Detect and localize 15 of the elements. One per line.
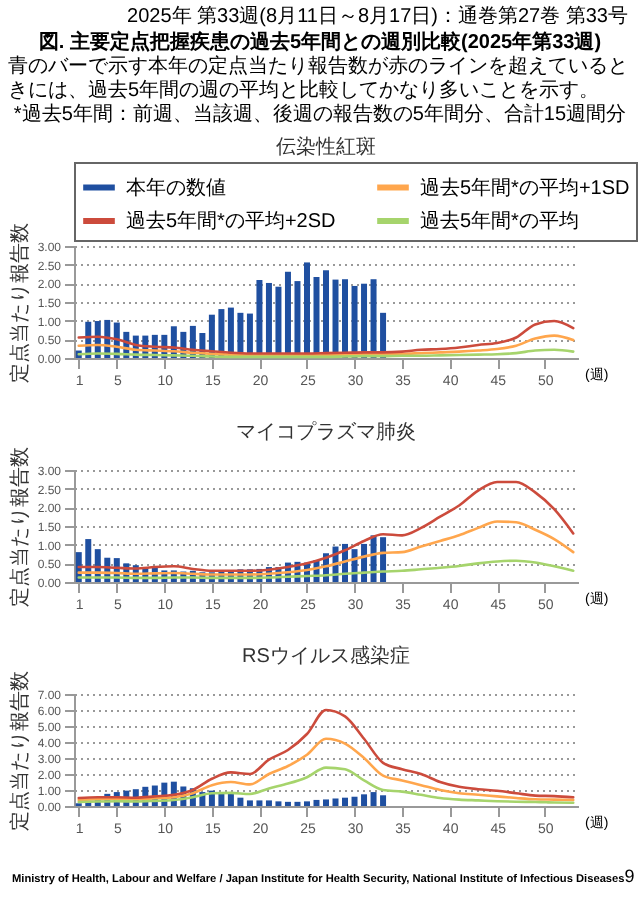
- text: *過去5年間：前週、当該週、後週の報告数の5年間分、合計15週間分: [11, 102, 629, 130]
- text: 青のバーで示す本年の定点当たり報告数が赤のラインを超えているときには、過去5年間の週の平均と比較してかなり多いことを示す。: [6, 54, 630, 102]
- chart-title: マイコプラズマ肺炎: [236, 419, 416, 443]
- chart-title: 伝染性紅斑: [276, 134, 376, 158]
- legend-label: 過去5年間*の平均: [420, 208, 579, 232]
- legend-label: 過去5年間*の平均+1SD: [420, 174, 630, 199]
- y-axis-title: 定点当たり報告数: [7, 222, 32, 382]
- chart-title: RSウイルス感染症: [242, 643, 410, 667]
- text: 2025年 第33週(8月11日～8月17日)：通巻第27巻 第33号: [125, 3, 630, 29]
- y-axis-title: 定点当たり報告数: [7, 446, 32, 606]
- legend-label: 過去5年間*の平均+2SD: [126, 208, 336, 232]
- y-axis-title: 定点当たり報告数: [7, 670, 32, 830]
- text: 図. 主要定点把握疾患の過去5年間との週別比較(2025年第33週): [36, 29, 604, 54]
- legend-label: 本年の数値: [126, 174, 226, 199]
- text: 9: [624, 865, 635, 885]
